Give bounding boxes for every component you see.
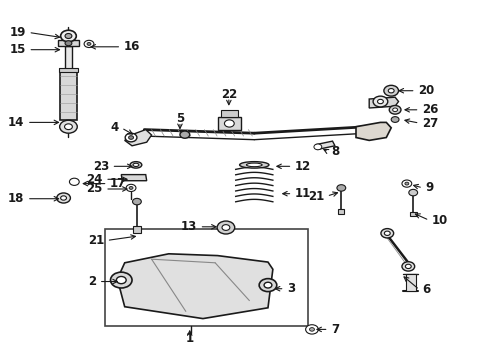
Circle shape [309,328,314,331]
Text: 16: 16 [123,40,140,53]
Circle shape [132,198,141,205]
Bar [64,46,72,69]
Text: 21: 21 [307,190,324,203]
Circle shape [180,131,189,138]
Text: 24: 24 [86,173,102,186]
Text: 20: 20 [417,84,433,97]
Circle shape [116,276,126,284]
Circle shape [224,120,234,127]
Circle shape [380,229,393,238]
Circle shape [126,184,136,192]
Polygon shape [315,141,334,149]
Circle shape [372,96,387,107]
Circle shape [64,124,72,130]
Text: 14: 14 [8,116,24,129]
Text: 5: 5 [176,112,183,125]
Circle shape [60,120,77,133]
Circle shape [390,117,398,122]
Text: 22: 22 [220,88,237,101]
Circle shape [84,40,94,48]
Ellipse shape [239,162,268,168]
Circle shape [408,189,417,196]
Text: 18: 18 [8,192,24,205]
Circle shape [65,41,72,46]
Circle shape [69,178,79,185]
Bar [405,274,415,291]
Ellipse shape [246,163,262,167]
Text: 19: 19 [10,26,26,39]
Text: 13: 13 [181,220,197,233]
Text: 2: 2 [88,275,96,288]
Circle shape [65,33,72,39]
Circle shape [392,108,397,112]
Bar [60,69,77,120]
Ellipse shape [130,162,142,168]
Circle shape [401,180,411,187]
Text: 21: 21 [88,234,104,247]
Bar [409,212,416,216]
Circle shape [336,185,345,191]
Text: 4: 4 [110,121,119,134]
Circle shape [128,136,133,139]
Circle shape [383,85,398,96]
Text: 7: 7 [330,323,339,336]
Circle shape [305,325,318,334]
Circle shape [222,225,229,230]
Polygon shape [124,130,151,146]
Polygon shape [117,254,272,319]
Circle shape [404,182,408,185]
Circle shape [110,272,132,288]
Bar [105,229,307,326]
Text: 6: 6 [421,283,429,296]
Polygon shape [355,122,390,140]
Ellipse shape [133,163,139,166]
Bar [338,209,344,214]
Circle shape [217,221,234,234]
Circle shape [388,105,400,114]
Text: 1: 1 [185,332,193,345]
Text: 25: 25 [86,183,102,195]
Circle shape [377,99,383,104]
Circle shape [387,89,393,93]
Polygon shape [121,175,146,181]
Circle shape [57,193,70,203]
Text: 8: 8 [330,145,339,158]
Text: 27: 27 [421,117,437,130]
Circle shape [259,279,276,292]
Text: 12: 12 [294,160,310,173]
Bar [217,117,241,130]
Bar [58,40,79,46]
Text: 15: 15 [10,43,26,56]
Text: 10: 10 [431,214,447,227]
Polygon shape [368,97,398,108]
Circle shape [264,282,271,288]
Circle shape [87,42,91,45]
Bar [59,68,78,72]
Text: 26: 26 [421,103,437,116]
Circle shape [401,262,414,271]
Text: 3: 3 [286,282,295,295]
Text: 17: 17 [110,177,126,190]
Text: 23: 23 [93,160,109,173]
Circle shape [384,231,389,235]
Circle shape [125,133,137,142]
Bar [133,226,141,233]
Text: 9: 9 [425,181,433,194]
Text: 11: 11 [294,187,310,200]
Bar [221,110,237,117]
Circle shape [129,186,133,189]
Circle shape [405,264,410,269]
Circle shape [61,30,76,42]
Circle shape [313,144,321,150]
Circle shape [61,196,66,200]
